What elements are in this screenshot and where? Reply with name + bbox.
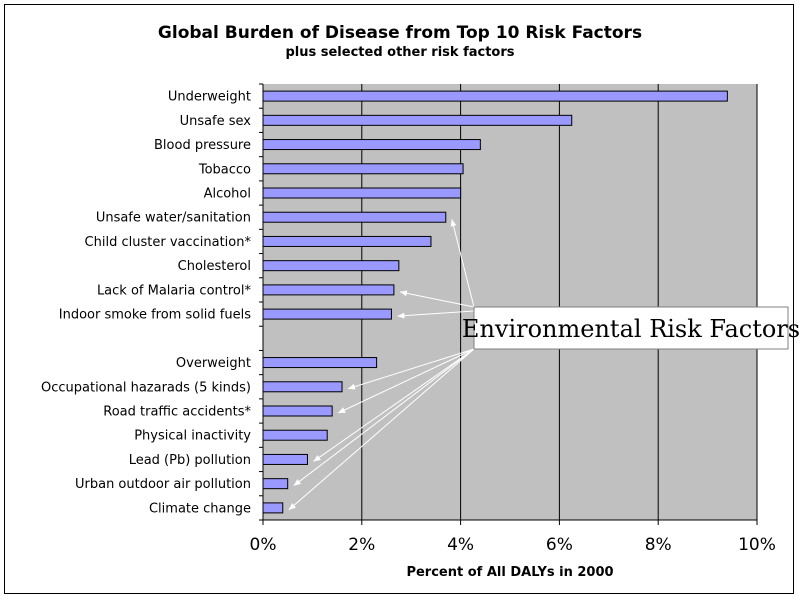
category-label: Child cluster vaccination*	[85, 235, 252, 250]
x-tick-label: 8%	[645, 535, 672, 555]
bar	[262, 478, 289, 490]
callout-arrow	[337, 348, 475, 414]
callout-arrow	[399, 290, 475, 308]
bar	[262, 381, 343, 393]
category-label: Road traffic accidents*	[103, 405, 251, 420]
bar	[262, 405, 333, 417]
category-label: Alcohol	[204, 187, 251, 202]
callout-arrow	[450, 219, 475, 308]
bar	[262, 453, 308, 465]
x-tick-label: 6%	[546, 535, 573, 555]
bar	[262, 139, 481, 151]
x-tick-label: 2%	[348, 535, 375, 555]
bar	[262, 308, 392, 320]
category-label: Overweight	[176, 356, 251, 371]
bar	[262, 284, 395, 296]
category-label: Indoor smoke from solid fuels	[59, 308, 251, 323]
bar	[262, 502, 284, 514]
axes	[259, 83, 758, 525]
category-labels: Underweight Unsafe sex Blood pressure Tobac…	[41, 90, 252, 517]
bar	[262, 235, 432, 247]
bar	[262, 429, 328, 441]
chart-subtitle: plus selected other risk factors	[285, 45, 514, 60]
bar	[262, 90, 728, 102]
x-tick-labels: 0% 2% 4% 6% 8% 10%	[250, 535, 776, 555]
plot-area	[263, 84, 757, 520]
category-label: Underweight	[168, 90, 251, 105]
category-label: Urban outdoor air pollution	[75, 477, 251, 492]
callout-box	[473, 306, 789, 350]
category-label: Blood pressure	[154, 138, 251, 153]
bar	[262, 211, 447, 223]
bar	[262, 163, 464, 175]
callout-text: Environmental Risk Factors	[462, 315, 800, 343]
category-label: Tobacco	[198, 162, 251, 177]
callout-arrows	[288, 219, 475, 511]
bar	[262, 357, 378, 369]
callout-arrow	[288, 348, 475, 511]
x-tick-label: 4%	[447, 535, 474, 555]
callout-arrow	[397, 310, 475, 319]
callout-arrow	[347, 348, 475, 390]
x-tick-label: 10%	[738, 535, 776, 555]
callout-arrow	[293, 348, 475, 487]
x-axis-label: Percent of All DALYs in 2000	[406, 565, 613, 580]
category-label: Lack of Malaria control*	[97, 283, 252, 298]
callout-arrow	[313, 348, 475, 462]
category-label: Lead (Pb) pollution	[129, 453, 251, 468]
category-label: Cholesterol	[178, 259, 251, 274]
category-label: Physical inactivity	[134, 429, 251, 444]
chart-title: Global Burden of Disease from Top 10 Ris…	[158, 23, 642, 43]
x-tick-label: 0%	[250, 535, 277, 555]
category-label: Occupational hazarads (5 kinds)	[41, 380, 251, 395]
category-label: Unsafe water/sanitation	[96, 211, 251, 226]
gridlines	[361, 84, 758, 520]
bar	[262, 260, 400, 272]
category-label: Unsafe sex	[180, 114, 252, 129]
bar	[262, 114, 573, 126]
category-label: Climate change	[149, 501, 251, 516]
bar	[262, 187, 462, 199]
